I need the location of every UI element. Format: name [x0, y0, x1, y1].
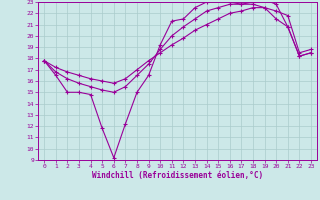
- X-axis label: Windchill (Refroidissement éolien,°C): Windchill (Refroidissement éolien,°C): [92, 171, 263, 180]
